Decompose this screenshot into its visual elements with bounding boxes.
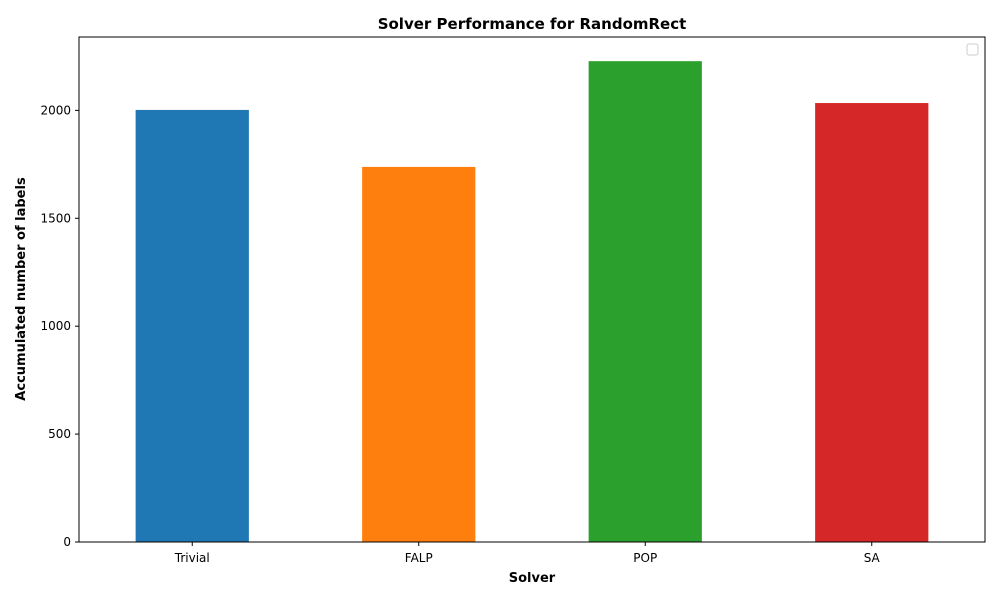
y-tick-label: 2000 xyxy=(40,103,71,117)
y-tick-label: 1000 xyxy=(40,319,71,333)
x-tick-label: FALP xyxy=(405,551,433,565)
bar-sa xyxy=(815,103,929,543)
y-tick-label: 0 xyxy=(63,535,71,549)
chart-title: Solver Performance for RandomRect xyxy=(378,15,687,33)
bar-falp xyxy=(362,166,476,542)
bar-trivial xyxy=(135,109,249,542)
x-tick-label: Trivial xyxy=(174,551,210,565)
y-axis-title: Accumulated number of labels xyxy=(14,177,29,401)
bar-pop xyxy=(588,61,702,543)
y-tick-label: 500 xyxy=(48,427,71,441)
x-tick-label: POP xyxy=(633,551,657,565)
plot-frame xyxy=(78,36,986,543)
x-axis-title: Solver xyxy=(509,571,556,586)
x-tick-label: SA xyxy=(864,551,881,565)
y-tick-label: 1500 xyxy=(40,211,71,225)
legend-box xyxy=(966,43,979,56)
